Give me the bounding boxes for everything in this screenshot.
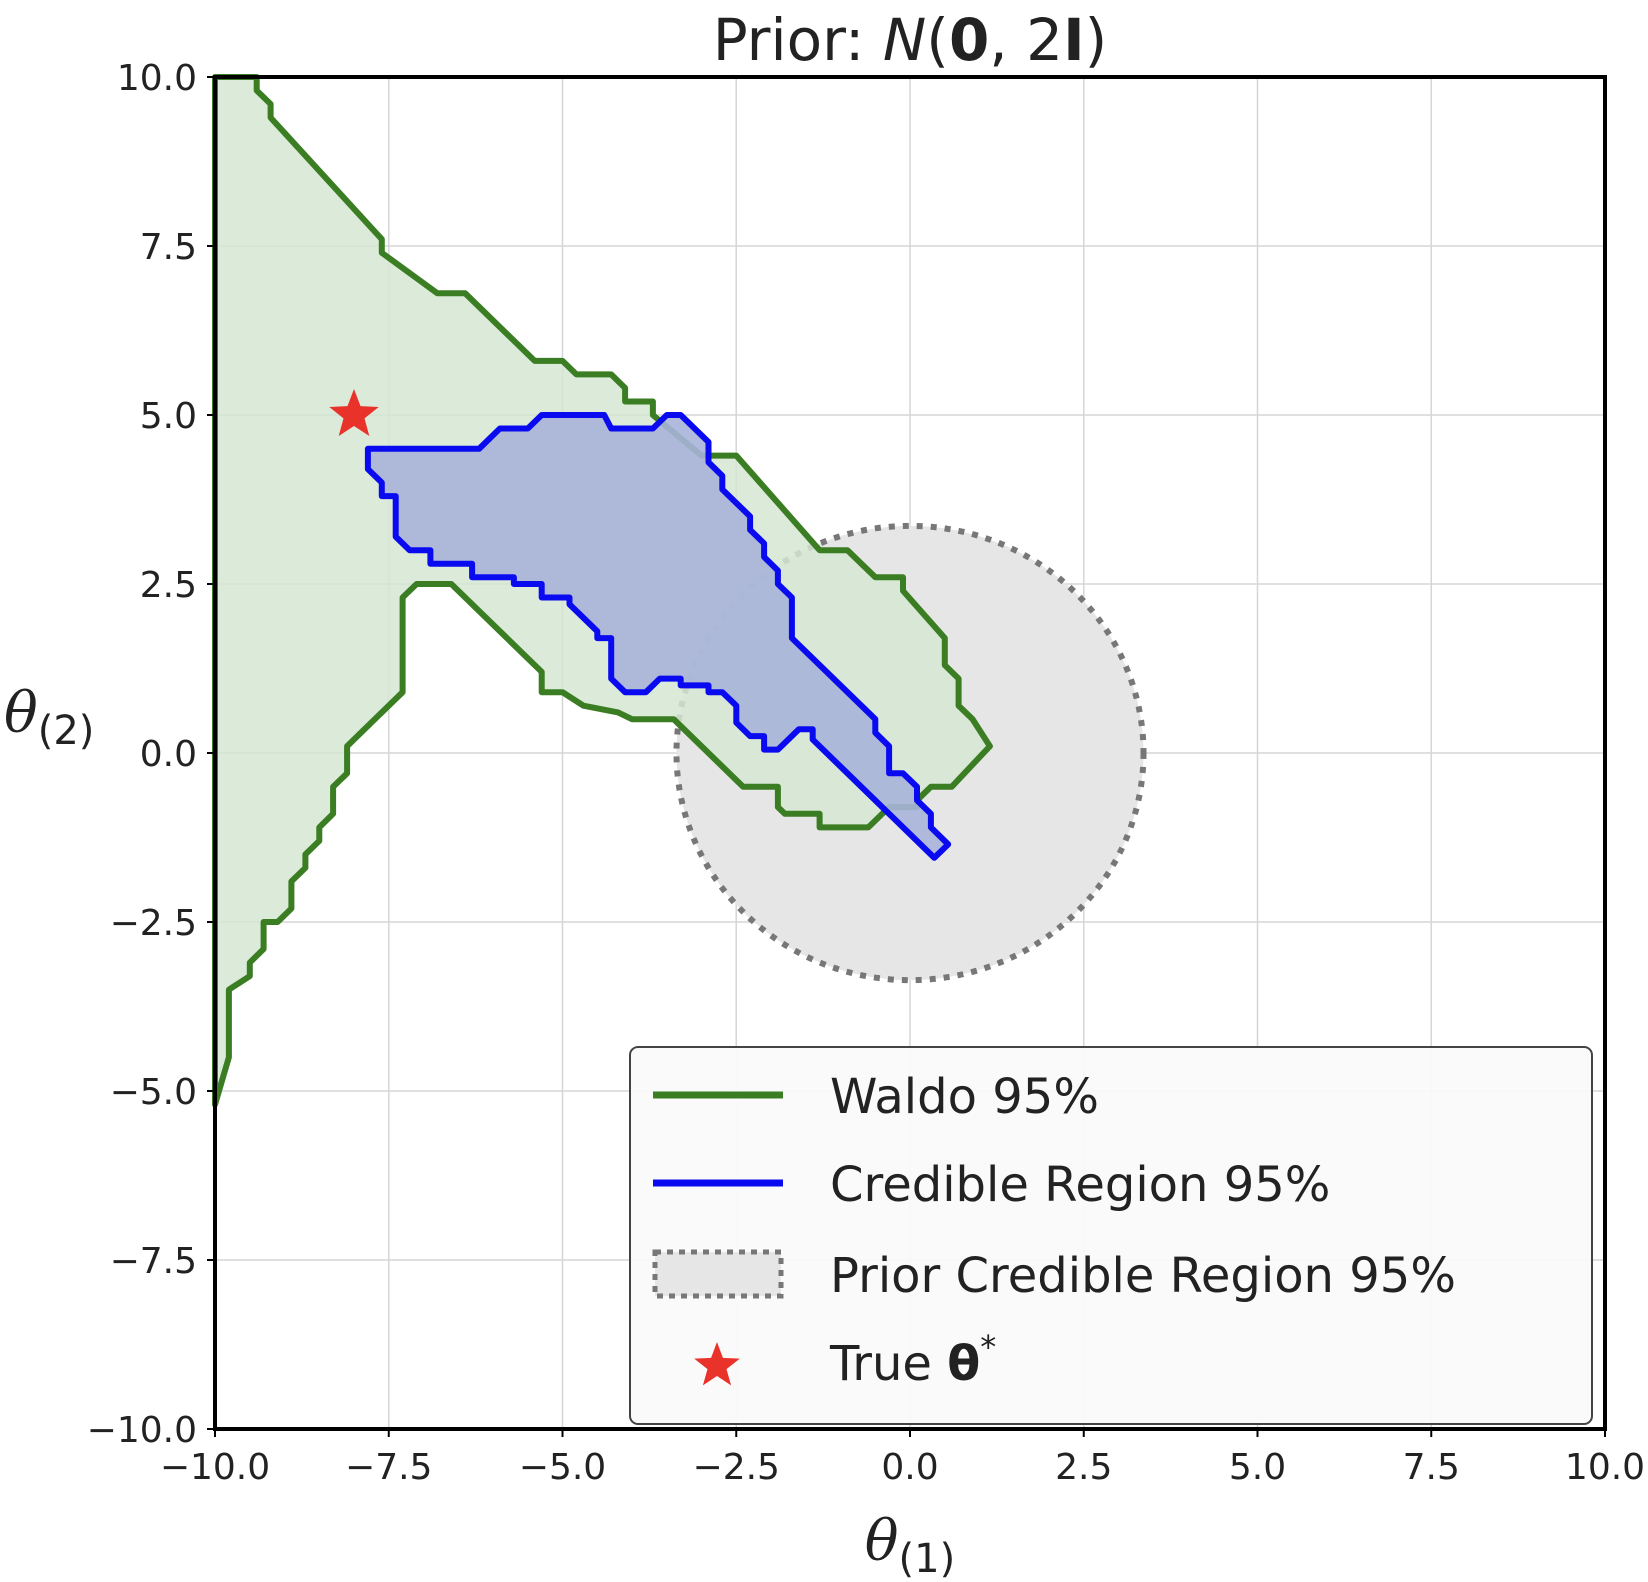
legend: Waldo 95% Credible Region 95% Prior Cred… — [629, 1046, 1593, 1425]
legend-true-sup: * — [980, 1328, 996, 1366]
legend-true-theta-label: True θ* — [829, 1328, 996, 1392]
legend-box — [629, 1046, 1593, 1425]
y-axis-symbol: θ — [4, 681, 38, 746]
title-sep: , — [989, 6, 1026, 74]
y-axis-label: θ(2) — [4, 681, 94, 754]
y-tick-label-7: 7.5 — [140, 227, 197, 268]
waldo-region-outline — [212, 74, 993, 1108]
legend-true-prefix: True — [829, 1336, 947, 1392]
chart-title: Prior: N(0, 2I) — [713, 6, 1108, 74]
legend-prior-swatch — [652, 1249, 784, 1299]
title-cov-scale: 2 — [1026, 6, 1063, 74]
x-axis-subscript: (1) — [899, 1536, 956, 1582]
x-tick-label-8: 10.0 — [1565, 1447, 1645, 1488]
x-axis-label: θ(1) — [865, 1509, 955, 1582]
x-tick-label-5: 2.5 — [1055, 1447, 1112, 1488]
y-tick-label-5: 2.5 — [140, 565, 197, 606]
title-open: ( — [926, 6, 949, 74]
title-prefix: Prior: — [713, 6, 883, 74]
y-tick-label-2: −5.0 — [110, 1072, 197, 1113]
legend-star-swatch — [694, 1342, 740, 1386]
legend-prior-label: Prior Credible Region 95% — [830, 1248, 1456, 1304]
x-tick-label-2: −5.0 — [519, 1447, 606, 1488]
y-tick-label-8: 10.0 — [117, 58, 197, 99]
y-axis-subscript: (2) — [38, 708, 95, 754]
x-tick-label-4: 0.0 — [881, 1447, 938, 1488]
y-tick-label-4: 0.0 — [140, 734, 197, 775]
legend-true-symbol: θ — [947, 1336, 980, 1392]
true-theta-layer — [329, 389, 379, 436]
credible-region-fill — [367, 415, 949, 858]
x-tick-label-1: −7.5 — [345, 1447, 432, 1488]
x-tick-label-7: 7.5 — [1403, 1447, 1460, 1488]
y-tick-label-1: −7.5 — [110, 1241, 197, 1282]
x-axis-symbol: θ — [865, 1509, 899, 1574]
x-ticks: −10.0 −7.5 −5.0 −2.5 0.0 2.5 5.0 7.5 10.0 — [160, 1429, 1645, 1488]
title-dist: N — [883, 6, 926, 74]
y-tick-label-3: −2.5 — [110, 903, 197, 944]
true-theta-star — [329, 389, 379, 436]
title-close: ) — [1085, 6, 1108, 74]
x-tick-label-3: −2.5 — [693, 1447, 780, 1488]
y-tick-label-6: 5.0 — [140, 396, 197, 437]
y-ticks: −10.0 −7.5 −5.0 −2.5 0.0 2.5 5.0 7.5 10.0 — [87, 58, 215, 1451]
y-tick-label-0: −10.0 — [87, 1410, 197, 1451]
credible-region-layer — [364, 412, 952, 861]
x-tick-label-0: −10.0 — [160, 1447, 270, 1488]
title-mean: 0 — [949, 6, 989, 74]
legend-credible-label: Credible Region 95% — [830, 1157, 1330, 1213]
credible-region-outline — [364, 412, 952, 861]
legend-waldo-label: Waldo 95% — [830, 1069, 1099, 1125]
x-tick-label-6: 5.0 — [1229, 1447, 1286, 1488]
title-cov-mat: I — [1063, 6, 1085, 74]
